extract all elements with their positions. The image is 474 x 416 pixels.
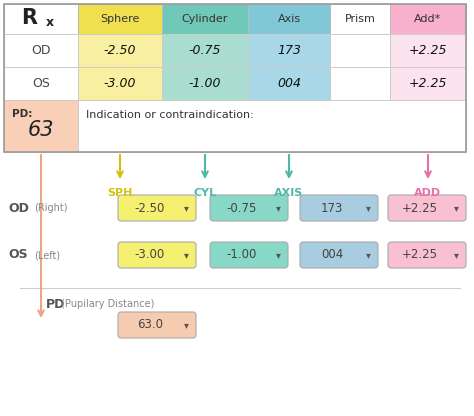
Text: -0.75: -0.75 (189, 44, 221, 57)
Text: -2.50: -2.50 (104, 44, 136, 57)
Text: -3.00: -3.00 (104, 77, 136, 90)
Text: 173: 173 (277, 44, 301, 57)
Bar (4, 67, 78, 100)
Bar (78, 34, 162, 67)
Text: ▾: ▾ (454, 250, 458, 260)
Text: ▾: ▾ (183, 203, 189, 213)
Text: CYL: CYL (193, 188, 217, 198)
Bar (390, 67, 466, 100)
Text: SPH: SPH (107, 188, 133, 198)
Bar (248, 67, 330, 100)
Bar (248, 34, 330, 67)
Text: Cylinder: Cylinder (182, 14, 228, 24)
Bar (78, 100, 466, 152)
Text: Add*: Add* (414, 14, 442, 24)
Text: 63: 63 (28, 120, 54, 140)
Text: +2.25: +2.25 (402, 201, 438, 215)
Bar (162, 4, 248, 34)
Text: -0.75: -0.75 (227, 201, 257, 215)
Bar (162, 34, 248, 67)
Text: 004: 004 (321, 248, 343, 262)
FancyBboxPatch shape (118, 195, 196, 221)
Text: -3.00: -3.00 (135, 248, 165, 262)
Text: ▾: ▾ (275, 250, 281, 260)
Text: Axis: Axis (277, 14, 301, 24)
Text: PD: PD (46, 297, 65, 310)
Text: OD: OD (31, 44, 51, 57)
Text: +2.25: +2.25 (409, 77, 447, 90)
FancyBboxPatch shape (300, 242, 378, 268)
Bar (4, 100, 78, 152)
Text: ▾: ▾ (365, 250, 371, 260)
Text: -1.00: -1.00 (227, 248, 257, 262)
Text: (Right): (Right) (34, 203, 67, 213)
Text: +2.25: +2.25 (409, 44, 447, 57)
Text: $\mathbf{x}$: $\mathbf{x}$ (45, 15, 55, 29)
Text: Indication or contraindication:: Indication or contraindication: (86, 109, 254, 119)
FancyBboxPatch shape (210, 242, 288, 268)
Text: +2.25: +2.25 (402, 248, 438, 262)
Bar (4, 4, 466, 152)
Bar (162, 67, 248, 100)
Bar (390, 34, 466, 67)
Bar (330, 34, 390, 67)
FancyBboxPatch shape (210, 195, 288, 221)
Text: ADD: ADD (414, 188, 442, 198)
Text: (Pupilary Distance): (Pupilary Distance) (61, 299, 155, 309)
Bar (248, 4, 330, 34)
Text: OD: OD (8, 201, 29, 215)
Text: AXIS: AXIS (274, 188, 304, 198)
Text: 004: 004 (277, 77, 301, 90)
Text: Prism: Prism (345, 14, 375, 24)
Text: ▾: ▾ (183, 320, 189, 330)
Bar (4, 4, 78, 34)
FancyBboxPatch shape (388, 195, 466, 221)
Text: OS: OS (8, 248, 27, 262)
Bar (390, 4, 466, 34)
Text: -2.50: -2.50 (135, 201, 165, 215)
FancyBboxPatch shape (388, 242, 466, 268)
Text: Sphere: Sphere (100, 14, 140, 24)
FancyBboxPatch shape (118, 242, 196, 268)
Bar (78, 67, 162, 100)
Text: 173: 173 (321, 201, 343, 215)
Text: PD:: PD: (12, 109, 32, 119)
Text: 63.0: 63.0 (137, 319, 163, 332)
Text: ▾: ▾ (183, 250, 189, 260)
Text: ▾: ▾ (275, 203, 281, 213)
Bar (330, 4, 390, 34)
Text: OS: OS (32, 77, 50, 90)
Bar (330, 67, 390, 100)
Text: -1.00: -1.00 (189, 77, 221, 90)
Bar (78, 4, 162, 34)
Text: ▾: ▾ (365, 203, 371, 213)
FancyBboxPatch shape (300, 195, 378, 221)
Text: ▾: ▾ (454, 203, 458, 213)
Text: $\mathbf{R}$: $\mathbf{R}$ (21, 8, 39, 28)
Text: (Left): (Left) (34, 250, 60, 260)
Bar (4, 34, 78, 67)
FancyBboxPatch shape (118, 312, 196, 338)
